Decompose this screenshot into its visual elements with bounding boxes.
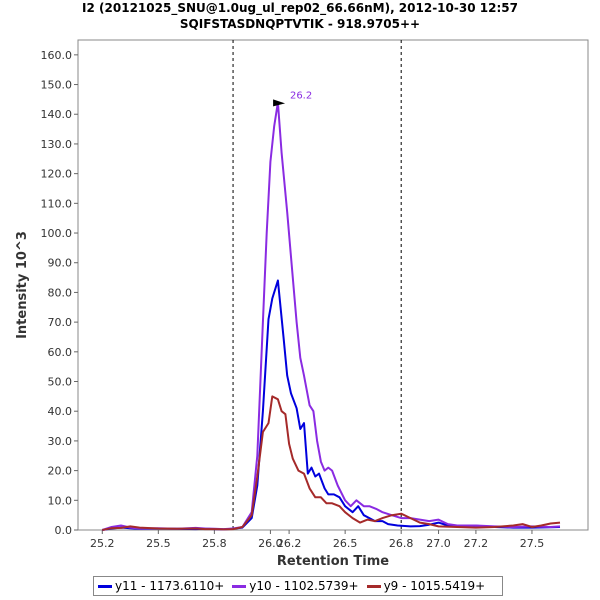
legend-swatch bbox=[232, 584, 247, 588]
chart-title-line1: I2 (20121025_SNU@1.0ug_ul_rep02_66.66nM)… bbox=[82, 1, 518, 15]
y-tick-label: 0.0 bbox=[55, 524, 73, 537]
legend-item: y11 - 1173.6110+ bbox=[98, 579, 224, 593]
x-axis-title: Retention Time bbox=[277, 554, 389, 569]
y-tick-label: 80.0 bbox=[48, 286, 73, 299]
y-axis: 0.0 10.0 20.0 30.0 40.0 50.0 60.0 70.0 80.0 90.0 1… bbox=[41, 49, 78, 537]
y-tick-label: 90.0 bbox=[48, 257, 73, 270]
x-tick-label: 26.0 bbox=[258, 537, 283, 550]
x-axis: 25.2 25.5 25.8 26.026.2 26.5 26.8 27.0 27.2 27.5 bbox=[90, 530, 544, 550]
y-tick-label: 120.0 bbox=[41, 168, 73, 181]
y-tick-label: 30.0 bbox=[48, 435, 73, 448]
y-tick-label: 110.0 bbox=[41, 197, 73, 210]
y-tick-label: 150.0 bbox=[41, 79, 73, 92]
peak-annotation-layer: 26.2 bbox=[273, 90, 312, 107]
peak-marker-icon bbox=[273, 99, 286, 107]
y-tick-label: 70.0 bbox=[48, 316, 73, 329]
y-tick-label: 140.0 bbox=[41, 108, 73, 121]
x-tick-label: 25.8 bbox=[202, 537, 227, 550]
x-tick-label: 26.5 bbox=[333, 537, 358, 550]
x-tick-label: 27.0 bbox=[426, 537, 451, 550]
legend-item: y9 - 1015.5419+ bbox=[366, 579, 486, 593]
integration-bounds bbox=[232, 40, 402, 530]
series-line bbox=[102, 395, 561, 531]
legend-label: y9 - 1015.5419+ bbox=[383, 579, 486, 593]
legend-label: y10 - 1102.5739+ bbox=[249, 579, 359, 593]
y-tick-label: 50.0 bbox=[48, 376, 73, 389]
y-tick-label: 160.0 bbox=[41, 49, 73, 62]
x-tick-label: 26.8 bbox=[389, 537, 414, 550]
legend: y11 - 1173.6110+ y10 - 1102.5739+ y9 - 101… bbox=[93, 576, 503, 596]
legend-label: y11 - 1173.6110+ bbox=[115, 579, 225, 593]
series-layer bbox=[101, 101, 561, 531]
x-tick-label: 27.5 bbox=[520, 537, 545, 550]
y-axis-title: Intensity 10^3 bbox=[15, 231, 30, 339]
x-tick-label: 25.5 bbox=[146, 537, 171, 550]
x-tick-label: 26.2 bbox=[277, 537, 302, 550]
chart-title-line2: SQIFSTASDNQPTVTIK - 918.9705++ bbox=[179, 17, 421, 31]
plot-area bbox=[77, 39, 589, 531]
peak-label: 26.2 bbox=[290, 90, 312, 101]
y-tick-label: 20.0 bbox=[48, 465, 73, 478]
y-tick-label: 60.0 bbox=[48, 346, 73, 359]
y-tick-label: 10.0 bbox=[48, 494, 73, 507]
y-tick-label: 100.0 bbox=[41, 227, 73, 240]
x-tick-label: 25.2 bbox=[90, 537, 115, 550]
y-tick-label: 130.0 bbox=[41, 138, 73, 151]
chart-plot: 0.0 10.0 20.0 30.0 40.0 50.0 60.0 70.0 80.0 90.0 1… bbox=[15, 39, 589, 569]
legend-swatch bbox=[98, 584, 112, 588]
y-tick-label: 40.0 bbox=[48, 405, 73, 418]
x-tick-label: 27.2 bbox=[464, 537, 489, 550]
chart-title: I2 (20121025_SNU@1.0ug_ul_rep02_66.66nM)… bbox=[0, 0, 600, 32]
legend-item: y10 - 1102.5739+ bbox=[232, 579, 359, 593]
legend-swatch bbox=[366, 584, 381, 588]
